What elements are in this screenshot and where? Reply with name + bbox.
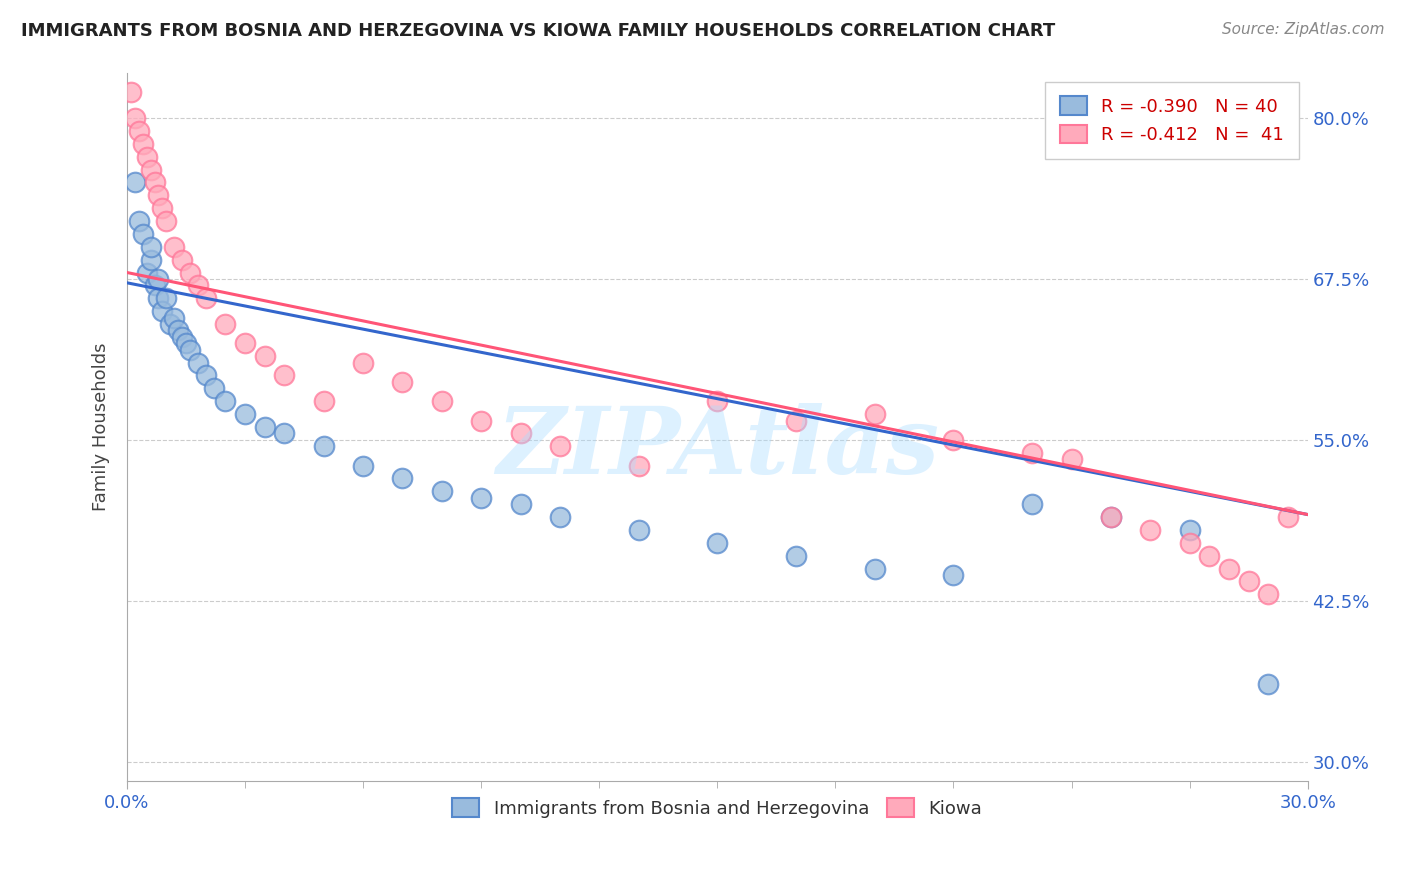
Point xyxy=(132,227,155,241)
Y-axis label: Family Households: Family Households xyxy=(93,343,110,511)
Point xyxy=(548,510,571,524)
Point xyxy=(128,214,150,228)
Point xyxy=(167,323,190,337)
Point xyxy=(509,497,531,511)
Point xyxy=(1060,452,1083,467)
Point xyxy=(233,336,256,351)
Point xyxy=(163,240,186,254)
Point xyxy=(1237,574,1260,589)
Point xyxy=(785,549,807,563)
Point xyxy=(214,394,236,409)
Point xyxy=(163,310,186,325)
Point xyxy=(124,175,146,189)
Point xyxy=(194,291,217,305)
Point xyxy=(627,523,650,537)
Point xyxy=(132,136,155,151)
Point xyxy=(352,458,374,473)
Point xyxy=(1099,510,1122,524)
Point xyxy=(1021,446,1043,460)
Point xyxy=(152,304,174,318)
Point xyxy=(1257,677,1279,691)
Point xyxy=(706,536,728,550)
Point xyxy=(143,278,166,293)
Point xyxy=(273,368,295,383)
Point xyxy=(139,240,162,254)
Point xyxy=(155,291,177,305)
Point xyxy=(470,491,492,505)
Point xyxy=(1139,523,1161,537)
Point xyxy=(194,368,217,383)
Point xyxy=(174,336,197,351)
Point xyxy=(233,407,256,421)
Point xyxy=(179,266,201,280)
Point xyxy=(179,343,201,357)
Point xyxy=(863,407,886,421)
Text: ZIPAtlas: ZIPAtlas xyxy=(496,403,939,493)
Point xyxy=(1218,561,1240,575)
Point xyxy=(155,214,177,228)
Point xyxy=(159,317,181,331)
Text: Source: ZipAtlas.com: Source: ZipAtlas.com xyxy=(1222,22,1385,37)
Point xyxy=(202,381,225,395)
Point xyxy=(128,124,150,138)
Point xyxy=(172,330,194,344)
Point xyxy=(391,375,413,389)
Point xyxy=(352,356,374,370)
Point xyxy=(1198,549,1220,563)
Text: IMMIGRANTS FROM BOSNIA AND HERZEGOVINA VS KIOWA FAMILY HOUSEHOLDS CORRELATION CH: IMMIGRANTS FROM BOSNIA AND HERZEGOVINA V… xyxy=(21,22,1056,40)
Point xyxy=(509,426,531,441)
Point xyxy=(312,439,335,453)
Point xyxy=(391,471,413,485)
Point xyxy=(187,356,209,370)
Point xyxy=(273,426,295,441)
Point xyxy=(863,561,886,575)
Point xyxy=(172,252,194,267)
Point xyxy=(152,201,174,215)
Point xyxy=(187,278,209,293)
Point xyxy=(253,420,276,434)
Point xyxy=(214,317,236,331)
Point xyxy=(430,394,453,409)
Point xyxy=(143,175,166,189)
Point xyxy=(148,291,170,305)
Point xyxy=(785,413,807,427)
Point xyxy=(120,85,142,99)
Point xyxy=(627,458,650,473)
Point xyxy=(1178,536,1201,550)
Point xyxy=(312,394,335,409)
Point xyxy=(430,484,453,499)
Point xyxy=(148,272,170,286)
Point xyxy=(942,433,965,447)
Point xyxy=(139,252,162,267)
Point xyxy=(148,188,170,202)
Point xyxy=(139,162,162,177)
Legend: Immigrants from Bosnia and Herzegovina, Kiowa: Immigrants from Bosnia and Herzegovina, … xyxy=(444,791,990,825)
Point xyxy=(548,439,571,453)
Point xyxy=(942,568,965,582)
Point xyxy=(1178,523,1201,537)
Point xyxy=(135,150,157,164)
Point xyxy=(253,349,276,363)
Point xyxy=(124,111,146,125)
Point xyxy=(1257,587,1279,601)
Point xyxy=(135,266,157,280)
Point xyxy=(706,394,728,409)
Point xyxy=(1099,510,1122,524)
Point xyxy=(1277,510,1299,524)
Point xyxy=(470,413,492,427)
Point xyxy=(1021,497,1043,511)
